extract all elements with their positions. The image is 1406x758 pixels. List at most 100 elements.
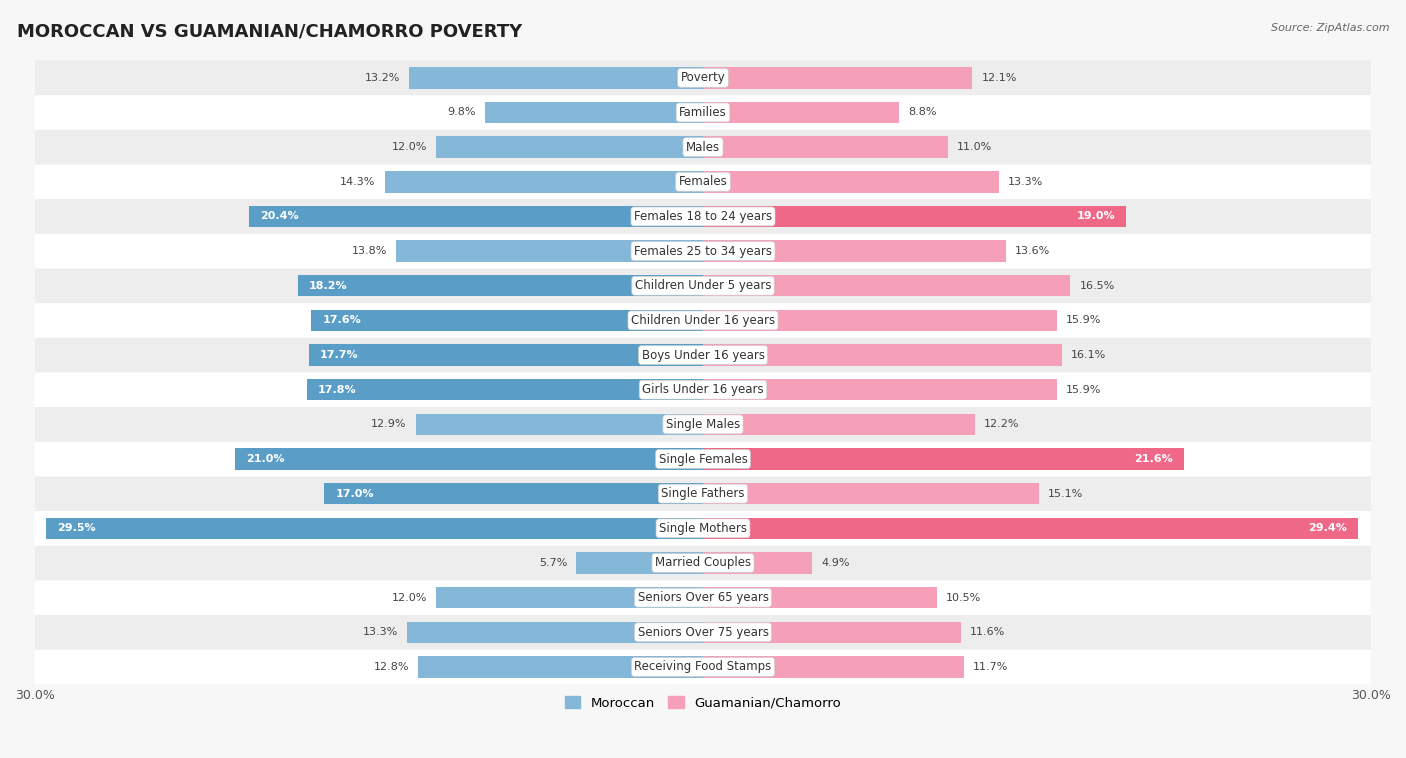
- Text: Females 25 to 34 years: Females 25 to 34 years: [634, 245, 772, 258]
- Text: Males: Males: [686, 141, 720, 154]
- Bar: [703, 240, 1005, 262]
- Bar: [325, 483, 703, 504]
- Bar: [406, 622, 703, 643]
- Bar: [703, 67, 973, 89]
- Bar: [703, 275, 1070, 296]
- Text: Seniors Over 75 years: Seniors Over 75 years: [637, 626, 769, 639]
- Bar: [416, 414, 703, 435]
- Text: 4.9%: 4.9%: [821, 558, 849, 568]
- Bar: [307, 379, 703, 400]
- Bar: [418, 656, 703, 678]
- Text: 17.7%: 17.7%: [321, 350, 359, 360]
- Text: 13.6%: 13.6%: [1015, 246, 1050, 256]
- Text: 29.4%: 29.4%: [1308, 523, 1347, 534]
- Text: Single Males: Single Males: [666, 418, 740, 431]
- Bar: [703, 102, 898, 124]
- FancyBboxPatch shape: [35, 338, 1371, 372]
- Text: 17.6%: 17.6%: [322, 315, 361, 325]
- FancyBboxPatch shape: [35, 546, 1371, 581]
- Text: Boys Under 16 years: Boys Under 16 years: [641, 349, 765, 362]
- Text: 8.8%: 8.8%: [908, 108, 936, 117]
- Text: 9.8%: 9.8%: [447, 108, 475, 117]
- Text: 15.9%: 15.9%: [1066, 315, 1101, 325]
- Legend: Moroccan, Guamanian/Chamorro: Moroccan, Guamanian/Chamorro: [560, 691, 846, 715]
- Text: 12.0%: 12.0%: [391, 593, 427, 603]
- Text: 10.5%: 10.5%: [946, 593, 981, 603]
- Text: 11.7%: 11.7%: [973, 662, 1008, 672]
- FancyBboxPatch shape: [35, 581, 1371, 615]
- Text: 14.3%: 14.3%: [340, 177, 375, 186]
- FancyBboxPatch shape: [35, 442, 1371, 476]
- Text: 18.2%: 18.2%: [309, 280, 347, 291]
- Text: Single Females: Single Females: [658, 453, 748, 465]
- Text: 13.3%: 13.3%: [363, 628, 398, 637]
- Text: 12.8%: 12.8%: [374, 662, 409, 672]
- Bar: [703, 587, 936, 609]
- Bar: [298, 275, 703, 296]
- Text: 12.0%: 12.0%: [391, 142, 427, 152]
- FancyBboxPatch shape: [35, 268, 1371, 303]
- Bar: [249, 205, 703, 227]
- Bar: [703, 553, 813, 574]
- Bar: [703, 205, 1126, 227]
- Text: 12.9%: 12.9%: [371, 419, 406, 429]
- Text: 13.8%: 13.8%: [352, 246, 387, 256]
- FancyBboxPatch shape: [35, 199, 1371, 233]
- Text: 20.4%: 20.4%: [260, 211, 298, 221]
- Bar: [703, 656, 963, 678]
- Text: 21.0%: 21.0%: [246, 454, 285, 464]
- Text: 15.9%: 15.9%: [1066, 385, 1101, 395]
- Text: 13.3%: 13.3%: [1008, 177, 1043, 186]
- FancyBboxPatch shape: [35, 164, 1371, 199]
- Text: 16.1%: 16.1%: [1070, 350, 1105, 360]
- Bar: [703, 310, 1057, 331]
- FancyBboxPatch shape: [35, 96, 1371, 130]
- Text: 13.2%: 13.2%: [364, 73, 401, 83]
- Bar: [703, 518, 1358, 539]
- FancyBboxPatch shape: [35, 615, 1371, 650]
- Bar: [703, 483, 1039, 504]
- Bar: [703, 171, 1000, 193]
- Text: Females 18 to 24 years: Females 18 to 24 years: [634, 210, 772, 223]
- Bar: [385, 171, 703, 193]
- Bar: [409, 67, 703, 89]
- Text: Receiving Food Stamps: Receiving Food Stamps: [634, 660, 772, 673]
- Text: Single Fathers: Single Fathers: [661, 487, 745, 500]
- FancyBboxPatch shape: [35, 650, 1371, 684]
- Text: 19.0%: 19.0%: [1077, 211, 1115, 221]
- Text: Source: ZipAtlas.com: Source: ZipAtlas.com: [1271, 23, 1389, 33]
- FancyBboxPatch shape: [35, 233, 1371, 268]
- Text: 17.8%: 17.8%: [318, 385, 356, 395]
- Bar: [703, 448, 1184, 470]
- Text: 15.1%: 15.1%: [1047, 489, 1084, 499]
- Bar: [395, 240, 703, 262]
- Text: 11.0%: 11.0%: [957, 142, 993, 152]
- Text: 17.0%: 17.0%: [336, 489, 374, 499]
- Text: Children Under 5 years: Children Under 5 years: [634, 279, 772, 293]
- Bar: [311, 310, 703, 331]
- Text: 12.1%: 12.1%: [981, 73, 1017, 83]
- Text: Single Mothers: Single Mothers: [659, 522, 747, 535]
- Bar: [485, 102, 703, 124]
- Text: 16.5%: 16.5%: [1080, 280, 1115, 291]
- FancyBboxPatch shape: [35, 476, 1371, 511]
- Bar: [46, 518, 703, 539]
- Text: Married Couples: Married Couples: [655, 556, 751, 569]
- Text: Seniors Over 65 years: Seniors Over 65 years: [637, 591, 769, 604]
- Text: 11.6%: 11.6%: [970, 628, 1005, 637]
- Bar: [309, 344, 703, 366]
- FancyBboxPatch shape: [35, 61, 1371, 96]
- Text: Poverty: Poverty: [681, 71, 725, 84]
- FancyBboxPatch shape: [35, 372, 1371, 407]
- Text: Families: Families: [679, 106, 727, 119]
- FancyBboxPatch shape: [35, 130, 1371, 164]
- Bar: [703, 622, 962, 643]
- Bar: [576, 553, 703, 574]
- Bar: [235, 448, 703, 470]
- Text: MOROCCAN VS GUAMANIAN/CHAMORRO POVERTY: MOROCCAN VS GUAMANIAN/CHAMORRO POVERTY: [17, 23, 522, 41]
- Text: 21.6%: 21.6%: [1135, 454, 1173, 464]
- FancyBboxPatch shape: [35, 303, 1371, 338]
- Text: 29.5%: 29.5%: [58, 523, 96, 534]
- Text: 5.7%: 5.7%: [538, 558, 567, 568]
- Bar: [703, 414, 974, 435]
